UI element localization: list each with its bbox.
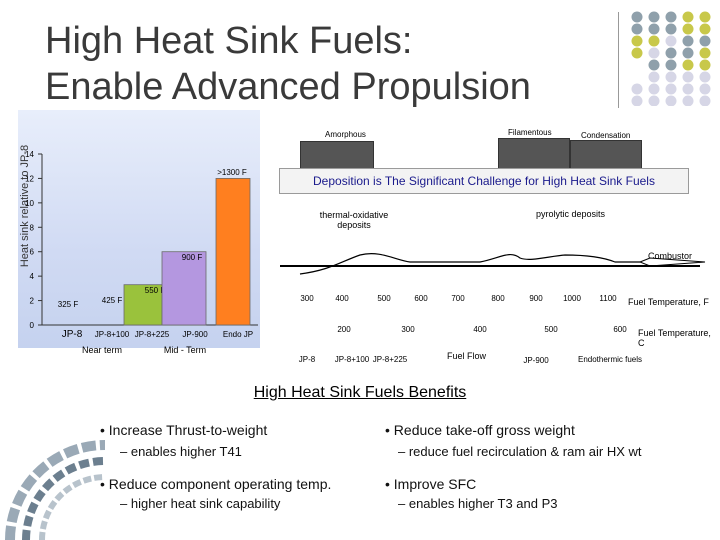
decorative-dot <box>682 23 694 35</box>
title-line-1: High Heat Sink Fuels: <box>45 20 413 62</box>
label-combustor: Combustor <box>648 251 693 261</box>
temp-f-tick: 700 <box>451 294 465 303</box>
label-fuel-flow: Fuel Flow <box>447 351 487 361</box>
fuel-temp-f-label: Fuel Temperature, F <box>628 297 709 307</box>
temp-f-tick: 300 <box>300 294 314 303</box>
decorative-dot <box>699 47 711 59</box>
fuel-marker-label: JP-8+100 <box>335 355 370 364</box>
decorative-dot <box>631 95 643 106</box>
temp-f-tick: 900 <box>529 294 543 303</box>
label-filamentous: Filamentous <box>508 128 552 137</box>
label-pyrolytic: pyrolytic deposits <box>536 209 606 219</box>
benefit-left-2-sub: – higher heat sink capability <box>120 496 281 511</box>
fuel-marker-label: JP-8 <box>299 355 316 364</box>
fuel-temp-c-label: Fuel Temperature, C <box>638 328 711 348</box>
decorative-dot <box>648 11 660 23</box>
decorative-dot <box>665 11 677 23</box>
decorative-dot <box>699 59 711 71</box>
temp-c-tick: 300 <box>401 325 415 334</box>
fuel-marker-label: JP-8+225 <box>373 355 408 364</box>
decorative-dot <box>699 71 711 83</box>
decorative-dot <box>699 83 711 95</box>
temp-f-tick: 600 <box>414 294 428 303</box>
decorative-dot <box>665 23 677 35</box>
decorative-dot <box>648 59 660 71</box>
decorative-dot <box>665 35 677 47</box>
heat-sink-chart-panel <box>18 110 260 348</box>
decorative-dot <box>648 71 660 83</box>
decorative-dot <box>648 95 660 106</box>
benefit-left-1-sub: – enables higher T41 <box>120 444 242 459</box>
decorative-dot <box>631 23 643 35</box>
decorative-dot <box>665 59 677 71</box>
decorative-dot <box>682 47 694 59</box>
temp-f-tick: 1100 <box>599 294 617 303</box>
decorative-dot-grid <box>631 11 711 106</box>
decorative-dot <box>699 35 711 47</box>
slide-title: High Heat Sink Fuels: Enable Advanced Pr… <box>45 18 531 110</box>
decorative-dot <box>699 95 711 106</box>
decorative-dot <box>682 59 694 71</box>
y-axis-label: Heat sink relative to JP-8 <box>19 144 31 268</box>
decorative-arcs <box>5 440 106 540</box>
label-amorphous: Amorphous <box>325 130 366 139</box>
decorative-dot <box>631 11 643 23</box>
benefits-title: High Heat Sink Fuels Benefits <box>253 384 467 401</box>
deposit-profile-curve <box>299 253 640 275</box>
benefit-right-1-sub: – reduce fuel recirculation & ram air HX… <box>398 444 642 459</box>
decorative-dot <box>665 71 677 83</box>
title-line-2: Enable Advanced Propulsion <box>45 66 531 108</box>
temp-c-tick: 500 <box>544 325 558 334</box>
decorative-dot <box>665 47 677 59</box>
benefit-left-1: • Increase Thrust-to-weight <box>100 422 268 438</box>
temp-c-tick: 200 <box>337 325 351 334</box>
decorative-dot <box>631 35 643 47</box>
temp-f-tick: 400 <box>335 294 349 303</box>
deposition-banner: Deposition is The Significant Challenge … <box>279 168 689 194</box>
decorative-dot <box>682 83 694 95</box>
temp-f-tick: 500 <box>377 294 391 303</box>
benefit-right-1: • Reduce take-off gross weight <box>385 422 575 438</box>
decorative-dot <box>631 83 643 95</box>
temp-c-tick: 600 <box>613 325 627 334</box>
decorative-dot <box>665 83 677 95</box>
decorative-dot <box>699 23 711 35</box>
decorative-dot <box>631 47 643 59</box>
benefit-right-2-sub: – enables higher T3 and P3 <box>398 496 558 511</box>
decorative-dot <box>699 11 711 23</box>
decorative-dot <box>682 11 694 23</box>
decorative-dot <box>665 95 677 106</box>
benefit-left-2: • Reduce component operating temp. <box>100 476 332 492</box>
decorative-dot <box>648 35 660 47</box>
decorative-dot <box>648 47 660 59</box>
decorative-dot <box>648 23 660 35</box>
label-thermal-oxidative: thermal-oxidative deposits <box>319 210 389 230</box>
temp-f-tick: 1000 <box>563 294 581 303</box>
label-condensation: Condensation <box>581 131 631 140</box>
decorative-dot <box>682 35 694 47</box>
decorative-dot <box>682 71 694 83</box>
label-endothermic: Endothermic fuels <box>578 355 643 364</box>
temp-c-tick: 400 <box>473 325 487 334</box>
decorative-dot <box>682 95 694 106</box>
benefit-right-2: • Improve SFC <box>385 476 477 492</box>
decorative-dot <box>648 83 660 95</box>
fuel-marker-label: JP-900 <box>523 356 549 365</box>
temp-f-tick: 800 <box>491 294 505 303</box>
divider-line <box>618 12 619 108</box>
